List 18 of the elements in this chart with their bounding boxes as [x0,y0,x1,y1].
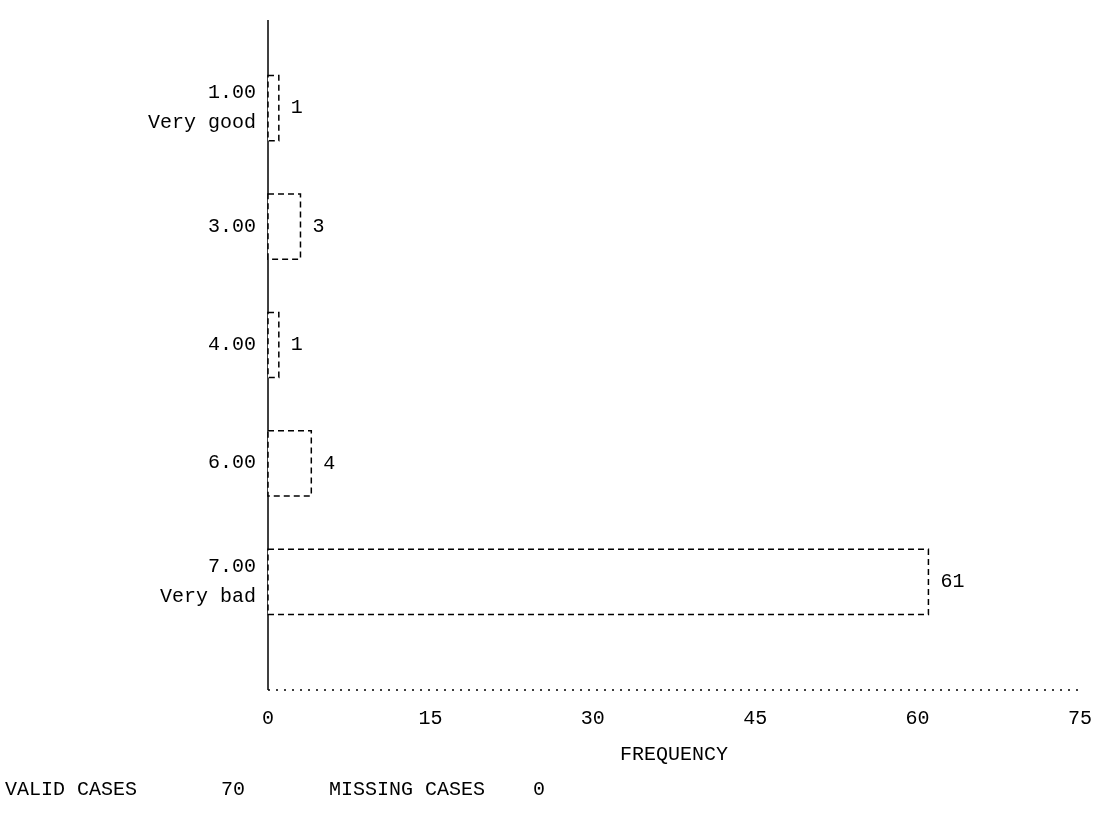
x-tick-label: 0 [261,707,275,730]
y-tick-label: 3.00 [207,214,256,238]
x-tick-label: 45 [743,707,768,730]
x-tick-label: 60 [905,707,930,730]
x-tick-label: 75 [1067,707,1093,730]
data-label: 4 [323,451,336,475]
data-label: 1 [290,96,303,120]
x-tick-label: 15 [418,707,443,730]
y-tick-label: 1.00 Very good [147,81,256,135]
x-tick-label: 30 [580,707,605,730]
data-label: 1 [290,333,303,357]
y-tick-label: 6.00 [207,451,256,475]
y-tick-label: 7.00 Very bad [159,555,256,609]
data-label: 61 [940,570,965,594]
data-label: 3 [312,214,325,238]
x-axis-title: FREQUENCY [619,743,729,766]
text: VALID CASES 70 MISSING CASES 0 [5,778,546,801]
y-tick-label: 4.00 [207,333,256,357]
